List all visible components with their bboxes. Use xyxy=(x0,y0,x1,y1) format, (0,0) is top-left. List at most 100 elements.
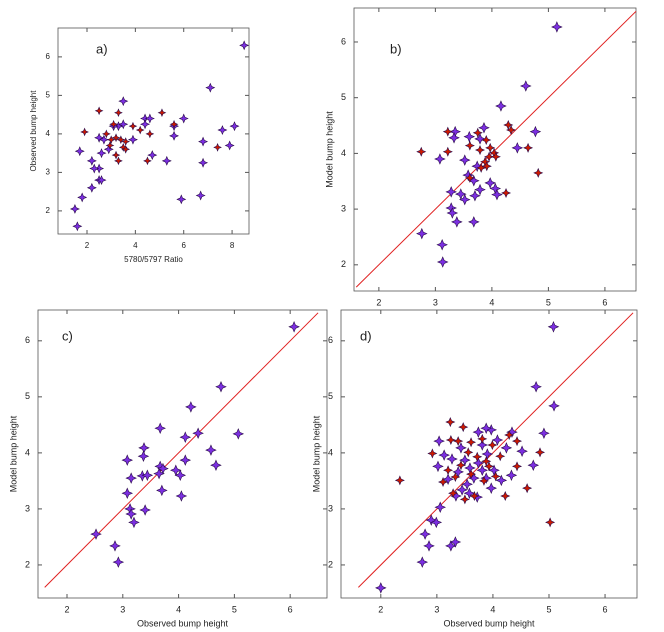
reference-line xyxy=(355,10,637,288)
data-point xyxy=(472,451,483,462)
data-point xyxy=(495,474,508,487)
data-point xyxy=(430,516,443,529)
data-point xyxy=(472,127,483,138)
data-point xyxy=(105,141,115,150)
data-point xyxy=(478,475,489,486)
data-point xyxy=(112,556,125,568)
data-point xyxy=(458,422,469,433)
y-axis-label: Observed bump height xyxy=(29,90,38,172)
data-point xyxy=(506,124,517,136)
data-point xyxy=(423,540,435,552)
data-point xyxy=(461,478,473,491)
data-point xyxy=(495,100,507,112)
data-point xyxy=(106,135,116,144)
x-tick-label: 3 xyxy=(120,604,125,614)
data-point xyxy=(434,153,446,165)
data-point xyxy=(432,460,444,473)
data-point xyxy=(504,429,515,440)
reference-line xyxy=(358,312,634,588)
panel-label: d) xyxy=(360,328,372,343)
data-point xyxy=(463,447,474,458)
y-tick-label: 2 xyxy=(46,206,51,215)
y-tick-label: 4 xyxy=(46,129,51,138)
data-point xyxy=(436,239,448,251)
data-point xyxy=(477,433,488,444)
data-point xyxy=(484,177,496,189)
data-point xyxy=(125,508,137,520)
data-point xyxy=(121,487,134,499)
y-tick-label: 6 xyxy=(328,335,333,345)
data-point xyxy=(140,119,150,130)
data-point xyxy=(449,536,462,548)
y-tick-label: 5 xyxy=(25,391,30,401)
data-point xyxy=(468,216,480,228)
data-point xyxy=(121,144,131,154)
y-tick-label: 5 xyxy=(328,391,333,401)
x-tick-label: 2 xyxy=(378,604,383,614)
y-tick-label: 4 xyxy=(341,148,346,158)
data-point xyxy=(445,186,457,198)
data-point xyxy=(288,321,300,333)
data-point xyxy=(205,82,216,93)
data-point xyxy=(490,471,501,482)
data-point xyxy=(80,127,89,137)
y-tick-label: 5 xyxy=(46,90,51,99)
y-tick-label: 6 xyxy=(25,335,30,345)
data-point xyxy=(545,517,556,528)
data-point xyxy=(138,442,150,454)
data-point xyxy=(466,437,477,448)
data-point xyxy=(459,193,471,206)
data-point xyxy=(153,467,165,480)
data-point xyxy=(476,464,489,477)
data-point xyxy=(445,434,456,446)
data-point xyxy=(185,401,197,413)
data-point xyxy=(500,442,513,454)
plot-frame xyxy=(353,7,637,292)
data-point xyxy=(427,448,438,459)
data-point xyxy=(141,469,154,482)
y-tick-label: 2 xyxy=(341,259,346,269)
data-point xyxy=(491,188,503,201)
data-point xyxy=(125,472,137,484)
data-point xyxy=(500,491,511,502)
data-point xyxy=(485,482,498,494)
panel-label: a) xyxy=(96,41,108,56)
data-point xyxy=(466,469,477,480)
data-point xyxy=(446,207,459,219)
x-tick-label: 8 xyxy=(230,241,235,250)
data-point xyxy=(489,182,502,195)
x-tick-label: 5 xyxy=(546,297,551,307)
data-point xyxy=(139,504,151,516)
data-point xyxy=(436,256,449,268)
data-point xyxy=(118,96,129,107)
data-point xyxy=(86,155,97,166)
data-point xyxy=(224,140,235,151)
data-point xyxy=(169,130,180,141)
y-tick-label: 4 xyxy=(25,447,30,457)
data-point xyxy=(485,142,496,153)
data-point xyxy=(213,143,222,152)
data-point xyxy=(538,427,550,440)
data-point xyxy=(472,457,485,469)
data-point xyxy=(535,447,546,458)
y-tick-label: 3 xyxy=(46,168,51,177)
data-point xyxy=(239,40,250,51)
x-axis-label: Observed bump height xyxy=(137,618,229,628)
data-point xyxy=(118,119,129,130)
data-point xyxy=(522,483,533,494)
y-tick-label: 6 xyxy=(46,52,51,61)
data-point xyxy=(175,490,188,502)
data-point xyxy=(111,133,121,143)
data-point xyxy=(109,540,121,552)
data-point xyxy=(169,119,179,129)
data-point xyxy=(94,132,105,143)
data-point xyxy=(157,462,169,475)
data-point xyxy=(114,108,123,118)
plot-frame xyxy=(57,27,250,235)
y-tick-label: 3 xyxy=(25,503,30,513)
data-point xyxy=(103,144,114,155)
data-point xyxy=(529,125,542,138)
data-point xyxy=(527,459,540,471)
data-point xyxy=(145,129,155,139)
data-point xyxy=(463,130,476,143)
